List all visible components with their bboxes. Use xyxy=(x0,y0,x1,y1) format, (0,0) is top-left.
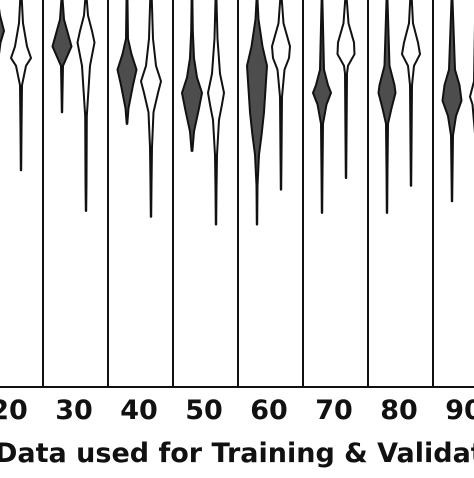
violin-30-light xyxy=(76,0,96,212)
violin-70-dark xyxy=(312,0,332,214)
x-tick-label-80: 80 xyxy=(380,395,418,426)
x-axis-title: Data used for Training & Validation xyxy=(0,438,474,469)
violin-30-dark xyxy=(51,0,73,114)
x-tick-label-50: 50 xyxy=(185,395,223,426)
violin-40-dark xyxy=(116,0,138,125)
violin-70-light xyxy=(336,0,356,180)
violin-90-light xyxy=(469,23,474,134)
violin-20-dark xyxy=(0,8,5,55)
violin-50-light xyxy=(207,0,225,226)
x-tick-label-60: 60 xyxy=(250,395,288,426)
x-axis-ticks: 20 30 40 50 60 70 80 90 xyxy=(0,395,474,426)
x-tick-label-30: 30 xyxy=(55,395,93,426)
violin-80-light xyxy=(401,0,421,187)
violin-60-light xyxy=(271,0,291,191)
violin-90-dark xyxy=(441,0,463,203)
violin-50-dark xyxy=(181,0,203,152)
violin-40-light xyxy=(140,0,162,218)
x-tick-label-20: 20 xyxy=(0,395,28,426)
plot-area xyxy=(0,0,474,388)
violin-20-light xyxy=(10,0,32,172)
x-tick-label-40: 40 xyxy=(120,395,158,426)
x-tick-label-70: 70 xyxy=(315,395,353,426)
violin-60-dark xyxy=(246,0,268,226)
violin-80-dark xyxy=(377,0,397,214)
x-tick-label-90: 90 xyxy=(445,395,474,426)
